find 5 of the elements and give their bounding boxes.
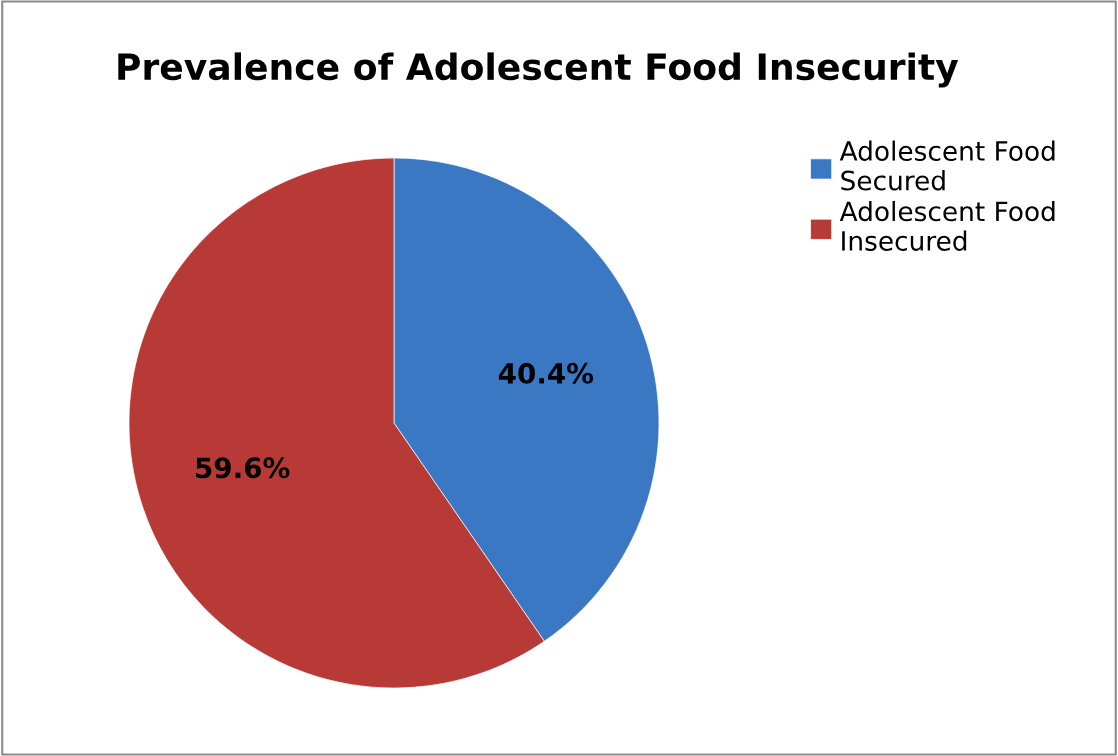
legend-label: Adolescent Food Insecured	[839, 200, 1055, 251]
data-label: 59.6%	[196, 457, 290, 479]
chart-title: Prevalence of Adolescent Food Insecurity	[118, 52, 959, 88]
legend-label: Adolescent Food Secured	[839, 140, 1055, 191]
data-label: 40.4%	[498, 362, 594, 384]
